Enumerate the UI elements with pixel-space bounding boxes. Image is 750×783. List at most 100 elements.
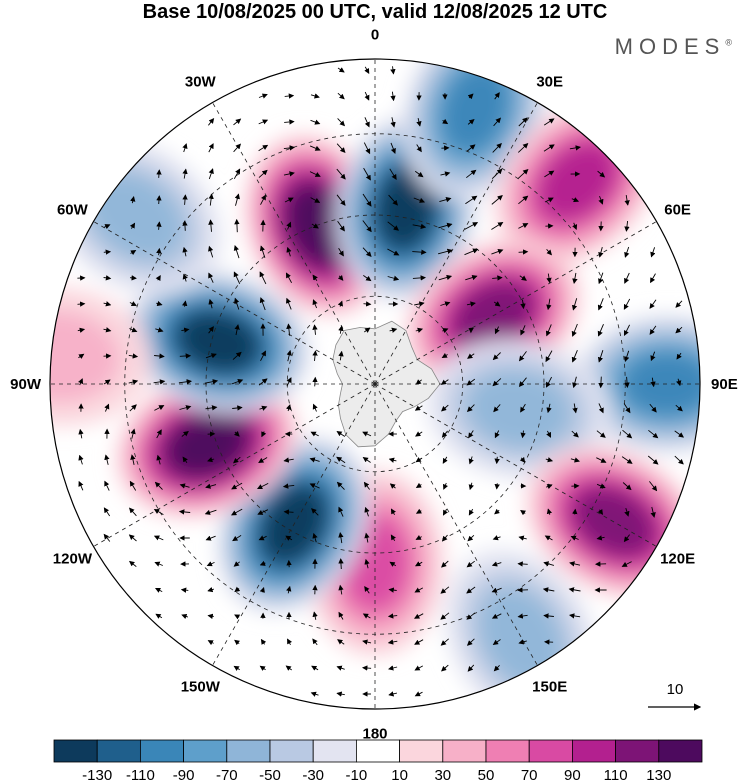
map-boundary [49,58,701,710]
wind-vector [518,351,527,362]
meridian-label: 180 [362,725,387,742]
wind-vector [648,429,659,439]
wind-vector [676,352,682,360]
wind-vector [364,506,370,517]
wind-vector [181,430,189,437]
wind-vector [363,167,371,181]
wind-vector [675,326,683,334]
colorbar-swatch [312,739,357,763]
wind-vector [596,483,606,489]
wind-vector [650,351,656,362]
wind-vector [364,532,370,543]
wind-vector [362,456,371,463]
wind-vector [338,350,344,361]
meridian-line [374,383,538,666]
wind-vector [129,222,136,229]
wind-vector [440,612,450,620]
wind-vector [390,66,396,75]
wind-vector [284,119,295,125]
wind-vector [414,691,423,697]
wind-vector [571,323,578,337]
meridian-line [374,221,657,385]
wind-vector [416,117,422,127]
colorbar-tick-label: 10 [391,767,408,783]
wind-vector [258,119,269,125]
wind-vector [468,456,474,465]
map-disc [50,59,700,709]
wind-vector [285,665,292,671]
wind-vector [155,275,161,282]
wind-vector [597,170,606,178]
wind-vector [518,535,527,541]
wind-vector [520,430,526,439]
wind-vector [259,297,266,311]
wind-vector [205,483,217,489]
wind-vector [207,640,214,646]
wind-vector [208,219,214,232]
colorbar-tick-label: -50 [259,767,281,783]
wind-vector [338,558,344,570]
wind-vector [649,325,657,335]
wind-vector [285,297,292,310]
wind-vector [103,507,111,517]
wind-vector [233,271,241,284]
meridian-label: 90E [711,376,738,393]
wind-vector [234,297,240,310]
wind-vector [414,665,424,671]
wind-vector [310,93,320,99]
wind-vector [336,481,345,490]
wind-vector [337,92,345,100]
wind-vector [492,639,501,646]
wind-vector [153,508,164,515]
wind-vector [676,378,682,387]
wind-vector [336,431,346,437]
wind-vector [103,379,111,385]
wind-vector [78,480,84,491]
wind-vector [128,560,137,567]
wind-vector [310,431,319,437]
wind-vector [572,272,578,284]
wind-vector [467,93,474,100]
wind-vector [675,300,683,308]
wind-vector [103,301,112,307]
colorbar: -130 -110 -90 -70 -50 -30 -10 10 30 50 70 90 110 130 [53,739,703,783]
wind-vector [624,350,630,363]
wind-vector [415,327,424,333]
colorbar-tick-label: -10 [346,767,368,783]
meridian-label: 60E [664,201,691,218]
wind-vector [598,403,604,414]
wind-vector [362,220,372,233]
wind-vector [518,117,528,127]
wind-vector [182,246,188,257]
wind-vector [208,117,215,126]
wind-vector [154,405,165,411]
wind-vector [623,324,631,337]
wind-vector [234,193,240,206]
wind-vector [545,457,554,463]
wind-vector [287,638,293,646]
wind-vector [440,301,451,307]
wind-vector [466,586,476,594]
wind-vector [336,665,345,671]
wind-vector [623,403,631,414]
parallel-circle [286,295,464,473]
wind-vector [596,457,607,463]
wind-vector [208,298,214,309]
wind-vector [233,561,240,567]
wind-vector [364,558,370,569]
wind-vector [415,534,422,540]
wind-vector [207,586,215,593]
wind-vector [389,561,397,567]
wind-vector [362,431,372,437]
wind-vector [364,327,371,333]
wind-vector [492,352,501,361]
wind-vector [259,405,268,411]
colorbar-swatch [572,739,617,763]
wind-vector [337,118,346,127]
wind-vector [494,456,500,465]
anomaly-band [538,143,616,221]
wind-vector [518,639,527,645]
wind-vector [311,665,319,671]
wind-vector [156,429,162,439]
wind-vector [103,249,112,255]
